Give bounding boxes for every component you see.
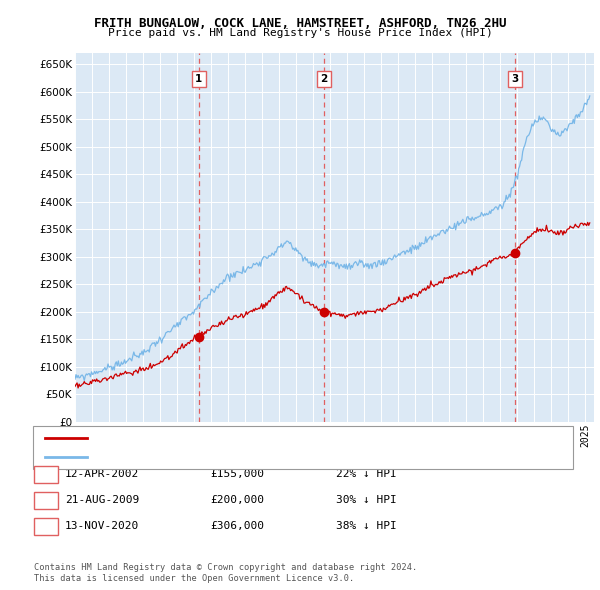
Text: 2: 2 <box>320 74 328 84</box>
Text: This data is licensed under the Open Government Licence v3.0.: This data is licensed under the Open Gov… <box>34 574 355 583</box>
Text: £200,000: £200,000 <box>210 496 264 505</box>
Text: 30% ↓ HPI: 30% ↓ HPI <box>336 496 397 505</box>
Text: 22% ↓ HPI: 22% ↓ HPI <box>336 470 397 479</box>
Text: 12-APR-2002: 12-APR-2002 <box>65 470 139 479</box>
Text: FRITH BUNGALOW, COCK LANE, HAMSTREET, ASHFORD, TN26 2HU (detached house): FRITH BUNGALOW, COCK LANE, HAMSTREET, AS… <box>91 434 505 442</box>
Text: 21-AUG-2009: 21-AUG-2009 <box>65 496 139 505</box>
Text: Contains HM Land Registry data © Crown copyright and database right 2024.: Contains HM Land Registry data © Crown c… <box>34 563 418 572</box>
Text: 38% ↓ HPI: 38% ↓ HPI <box>336 522 397 531</box>
Text: 3: 3 <box>512 74 519 84</box>
Text: £155,000: £155,000 <box>210 470 264 479</box>
Text: 1: 1 <box>195 74 203 84</box>
Text: 13-NOV-2020: 13-NOV-2020 <box>65 522 139 531</box>
Text: HPI: Average price, detached house, Ashford: HPI: Average price, detached house, Ashf… <box>91 453 338 461</box>
Text: 3: 3 <box>43 522 50 531</box>
Text: £306,000: £306,000 <box>210 522 264 531</box>
Text: 1: 1 <box>43 470 50 479</box>
Text: Price paid vs. HM Land Registry's House Price Index (HPI): Price paid vs. HM Land Registry's House … <box>107 28 493 38</box>
Text: FRITH BUNGALOW, COCK LANE, HAMSTREET, ASHFORD, TN26 2HU: FRITH BUNGALOW, COCK LANE, HAMSTREET, AS… <box>94 17 506 30</box>
Text: 2: 2 <box>43 496 50 505</box>
